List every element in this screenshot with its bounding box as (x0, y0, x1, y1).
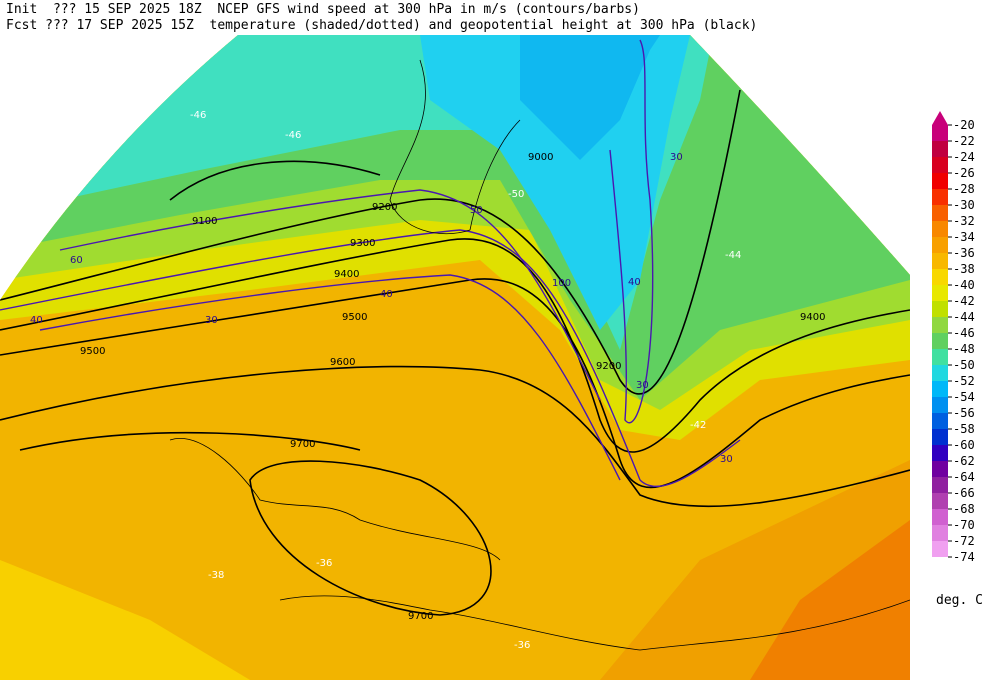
colorbar-band (932, 157, 948, 173)
colorbar-band (932, 381, 948, 397)
colorbar-band (932, 509, 948, 525)
wind-label: 40 (380, 289, 393, 300)
colorbar-band (932, 365, 948, 381)
height-label: 9300 (350, 238, 375, 249)
colorbar-label: -28 (953, 182, 975, 196)
wind-label: 30 (670, 152, 683, 163)
colorbar-arrow (932, 111, 948, 125)
colorbar-label: -42 (953, 294, 975, 308)
colorbar-unit: deg. C (936, 593, 983, 608)
colorbar-band (932, 189, 948, 205)
colorbar-label: -26 (953, 166, 975, 180)
colorbar-label: -34 (953, 230, 975, 244)
colorbar-label: -66 (953, 486, 975, 500)
coastlines (169, 59, 910, 651)
colorbar-band (932, 221, 948, 237)
colorbar-label: -48 (953, 342, 975, 356)
temperature-label: -36 (316, 558, 332, 569)
colorbar-label: -44 (953, 310, 975, 324)
colorbar-band (932, 541, 948, 557)
colorbar-label: -20 (953, 118, 975, 132)
colorbar-band (932, 349, 948, 365)
colorbar-band (932, 141, 948, 157)
colorbar-label: -50 (953, 358, 975, 372)
colorbar-band (932, 205, 948, 221)
height-label: 9000 (528, 152, 553, 163)
colorbar-label: -22 (953, 134, 975, 148)
temperature-field (520, 35, 660, 160)
colorbar-label: -60 (953, 438, 975, 452)
colorbar-label: -70 (953, 518, 975, 532)
height-label: 9500 (342, 312, 367, 323)
colorbar-band (932, 333, 948, 349)
colorbar: -20 -22 -24 -26 -28 -30 -32 -34 -36 -38 -40 -42 -44 -… (932, 111, 975, 564)
colorbar-label: -56 (953, 406, 975, 420)
colorbar-band (932, 317, 948, 333)
temperature-label: -38 (208, 570, 224, 581)
colorbar-label: -32 (953, 214, 975, 228)
colorbar-label: -46 (953, 326, 975, 340)
temperature-label: -36 (514, 640, 530, 651)
colorbar-band (932, 173, 948, 189)
height-label: 9700 (408, 611, 433, 622)
colorbar-label: -74 (953, 550, 975, 564)
wind-label: 30 (636, 380, 649, 391)
height-label: 9700 (290, 439, 315, 450)
colorbar-band (932, 397, 948, 413)
colorbar-band (932, 269, 948, 285)
wind-label: 60 (70, 255, 83, 266)
colorbar-band (932, 125, 948, 141)
temperature-label: -42 (690, 420, 706, 431)
height-contours (0, 89, 910, 616)
colorbar-label: -58 (953, 422, 975, 436)
temperature-label: -44 (725, 250, 741, 261)
colorbar-label: -30 (953, 198, 975, 212)
colorbar-band (932, 301, 948, 317)
height-label: 9400 (334, 269, 359, 280)
colorbar-label: -36 (953, 246, 975, 260)
colorbar-label: -54 (953, 390, 975, 404)
colorbar-band (932, 461, 948, 477)
temperature-label: -46 (285, 130, 301, 141)
header-line: Fcst ??? 17 SEP 2025 15Z temperature (sh… (6, 18, 757, 33)
height-label: 9200 (372, 202, 397, 213)
wind-label: 100 (552, 278, 571, 289)
colorbar-band (932, 413, 948, 429)
height-label: 9400 (800, 312, 825, 323)
colorbar-band (932, 237, 948, 253)
colorbar-label: -62 (953, 454, 975, 468)
wind-label: 30 (720, 454, 733, 465)
colorbar-label: -52 (953, 374, 975, 388)
wind-label: 30 (205, 315, 218, 326)
wind-contours (0, 39, 741, 488)
colorbar-band (932, 445, 948, 461)
map: 9700 9700 9600 9500 9500 9400 9400 9300 … (0, 35, 910, 680)
colorbar-band (932, 525, 948, 541)
colorbar-label: -38 (953, 262, 975, 276)
header-line: Init ??? 15 SEP 2025 18Z NCEP GFS wind s… (6, 2, 640, 17)
temperature-field (750, 520, 910, 680)
colorbar-label: -68 (953, 502, 975, 516)
temperature-field (0, 560, 250, 680)
temperature-label: -46 (190, 110, 206, 121)
colorbar-label: -24 (953, 150, 975, 164)
wind-label: 40 (30, 315, 43, 326)
colorbar-band (932, 477, 948, 493)
colorbar-label: -64 (953, 470, 975, 484)
temperature-label: -50 (508, 189, 524, 200)
colorbar-band (932, 253, 948, 269)
wind-label: 50 (470, 205, 483, 216)
colorbar-label: -40 (953, 278, 975, 292)
height-label: 9600 (330, 357, 355, 368)
colorbar-band (932, 285, 948, 301)
wind-label: 40 (628, 277, 641, 288)
height-label: 9100 (192, 216, 217, 227)
height-label: 9200 (596, 361, 621, 372)
height-label: 9500 (80, 346, 105, 357)
colorbar-band (932, 429, 948, 445)
colorbar-label: -72 (953, 534, 975, 548)
colorbar-band (932, 493, 948, 509)
